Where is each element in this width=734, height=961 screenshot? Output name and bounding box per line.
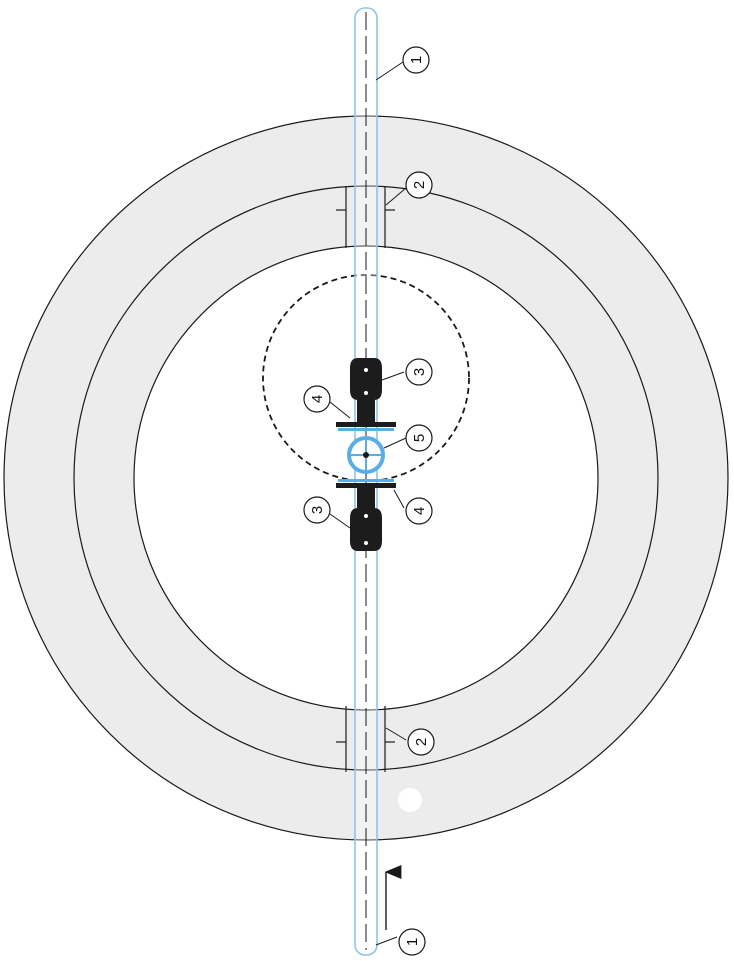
leader-penetration-bottom (385, 727, 407, 741)
callout-label: 4 (309, 395, 326, 403)
leader-penetration-top (385, 187, 407, 206)
leader-valve (383, 437, 407, 449)
leader-pipe-top (375, 61, 404, 81)
leader-fitting-lower (329, 513, 351, 529)
leader-flange-upper (329, 401, 351, 419)
flange-lower (336, 479, 396, 488)
callout-label: 5 (411, 434, 428, 442)
callout-valve: 5 (405, 424, 433, 452)
callout-label: 3 (411, 368, 428, 376)
drain-hole (398, 788, 422, 812)
callout-label: 3 (309, 506, 326, 514)
callout-flange-upper: 4 (303, 385, 331, 413)
callout-label: 2 (411, 181, 428, 189)
callout-label: 1 (408, 56, 425, 64)
penetration-sleeve-bottom (336, 706, 395, 772)
leader-pipe-bottom (375, 936, 398, 946)
callout-pipe-top: 1 (402, 46, 430, 74)
fitting-upper (350, 358, 382, 422)
callout-label: 4 (411, 507, 428, 515)
callout-flange-lower: 4 (405, 497, 433, 525)
callout-penetration-bottom: 2 (407, 728, 435, 756)
flange-upper (336, 422, 396, 431)
callout-pipe-bottom: 1 (398, 928, 426, 956)
leader-flange-lower (393, 489, 405, 509)
valve (347, 436, 385, 474)
penetration-sleeve-top (336, 186, 395, 248)
callout-label: 1 (404, 938, 421, 946)
leader-fitting-upper (381, 371, 405, 381)
callout-fitting-upper: 3 (405, 358, 433, 386)
callout-fitting-lower: 3 (303, 496, 331, 524)
callout-penetration-top: 2 (405, 171, 433, 199)
callout-label: 2 (413, 738, 430, 746)
fitting-lower (350, 488, 382, 551)
